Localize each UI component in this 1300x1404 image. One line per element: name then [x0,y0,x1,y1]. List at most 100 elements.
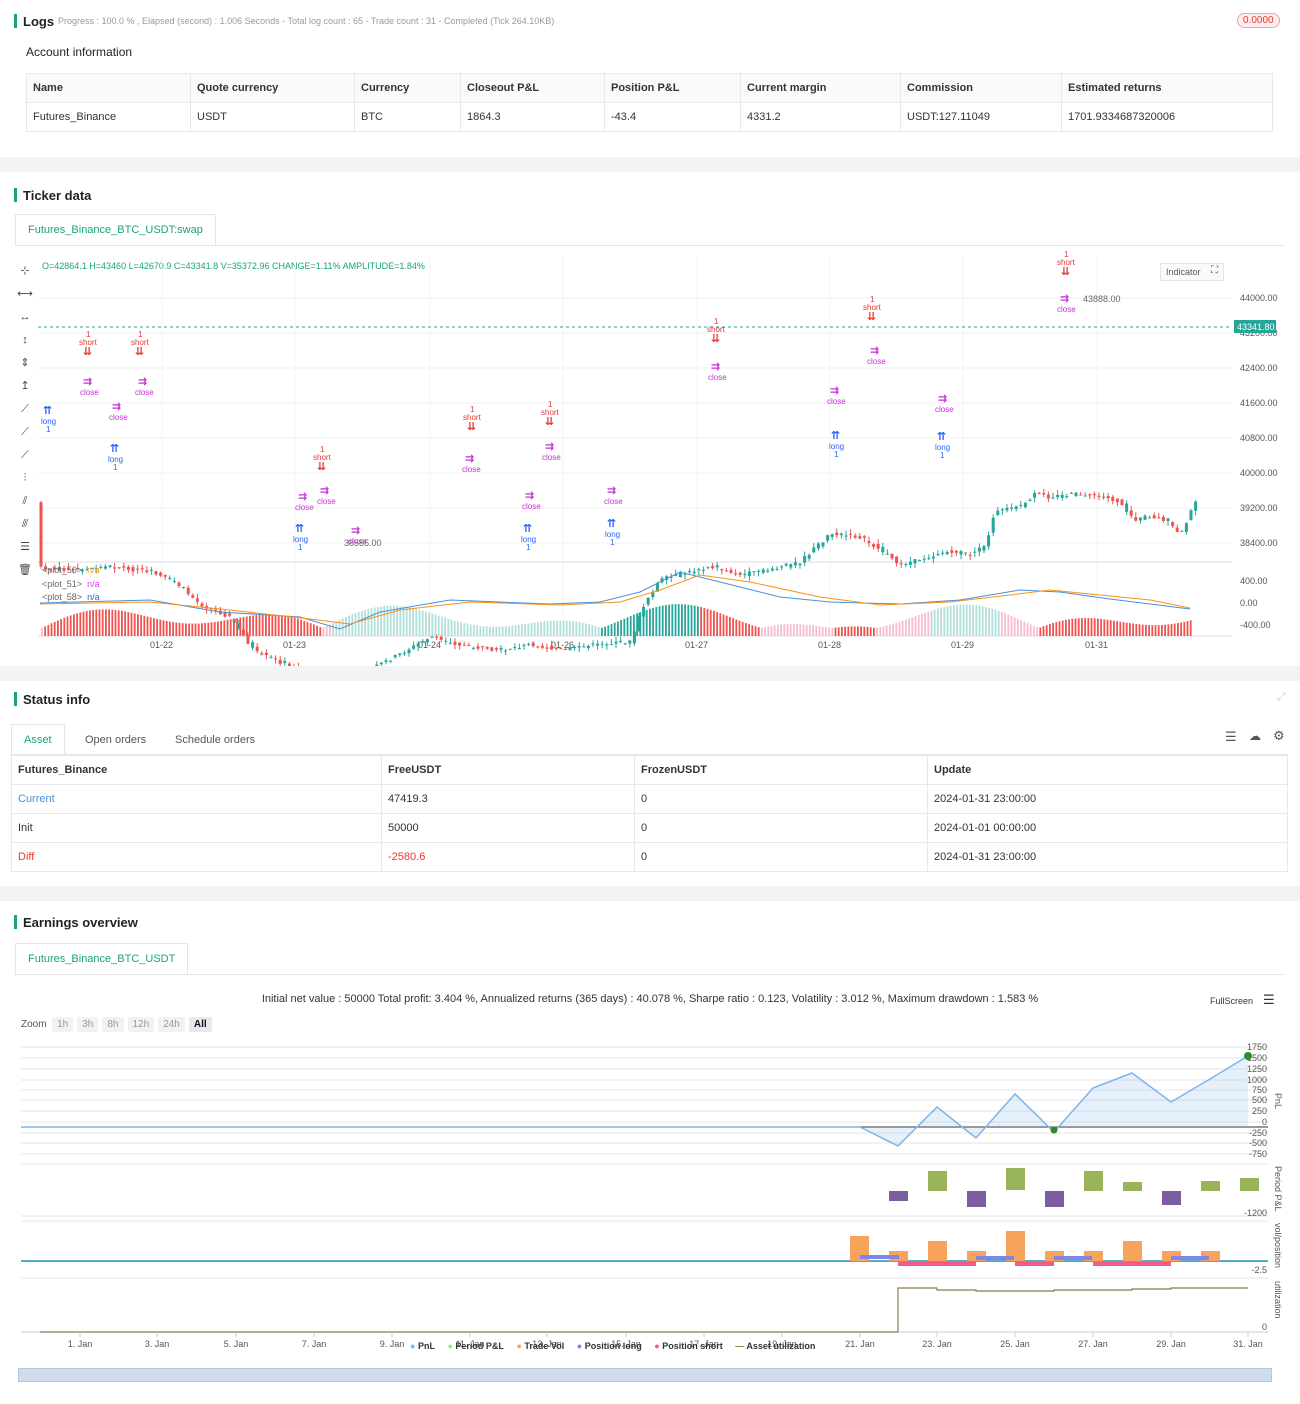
indicator-button[interactable]: Indicator ⛶ [1160,263,1224,281]
trend-line-icon[interactable]: ⟋ [21,403,29,415]
tab-asset[interactable]: Asset [11,724,65,756]
histogram-bar [777,624,779,636]
earnings-title: Earnings overview [23,915,138,930]
vertical-line-icon[interactable]: ↕ [22,334,28,346]
date-tick: 1. Jan [68,1339,93,1349]
histogram-bar [236,618,238,636]
earnings-legend: ● PnL ● Period P&L ● Trade Vol ● Positio… [410,1341,815,1351]
pnl-tick: 1250 [1247,1064,1267,1074]
candle-body [1051,497,1055,499]
candle-body [563,648,567,650]
zoom-1h-button[interactable]: 1h [52,1017,74,1032]
histogram-bar [1010,615,1013,636]
histogram-bar [258,614,261,636]
candle-body [545,647,549,649]
zoom-all-button[interactable]: All [188,1017,212,1032]
horizontal-line-icon[interactable]: ⟷ [17,288,33,300]
candle-body [908,561,912,565]
col-header: Update [927,755,1288,785]
histogram-bar [652,607,654,636]
close-label: close [604,497,623,506]
candle-body [1069,492,1073,494]
histogram-bar [415,608,418,636]
earnings-chart[interactable]: 17501500125010007505002500-250-500-750Pn… [0,901,1300,1404]
expand-icon[interactable]: ⛶ [1211,265,1218,276]
histogram-bar [1097,618,1099,636]
zoom-12h-button[interactable]: 12h [127,1017,155,1032]
short-arrow-icon: ⇊ [317,461,326,473]
tab-schedule-orders[interactable]: Schedule orders [175,734,256,746]
histogram-bar [511,625,514,636]
zoom-8h-button[interactable]: 8h [102,1017,124,1032]
horizontal-ray-icon[interactable]: ↔ [19,311,31,323]
close-arrow-icon: ⇉ [545,441,554,453]
histogram-bar [479,625,482,636]
position-short-bar [1093,1262,1171,1266]
zoom-24h-button[interactable]: 24h [158,1017,185,1032]
histogram-bar [1173,623,1176,636]
menu-icon[interactable]: ☰ [1263,992,1275,1007]
legend-item-pnl[interactable]: ● PnL [410,1341,435,1351]
crosshair-tool-icon[interactable]: ⊹ [20,265,30,277]
candle-body [103,566,107,569]
short-label: short [313,453,332,462]
candle-body [628,640,632,644]
candle-body [844,535,848,537]
price-line-icon[interactable]: ⫶ [23,472,27,484]
fullscreen-button[interactable]: FullScreen [1210,996,1254,1006]
fib-levels-icon[interactable]: ☰ [20,541,30,553]
delete-drawings-icon[interactable]: 🗑 [18,564,32,576]
fib-channel-icon[interactable]: ⫻ [21,518,29,530]
legend-item-asset-utilization[interactable]: — Asset utilization [735,1341,816,1351]
vertical-segment-icon[interactable]: ⇕ [20,357,30,369]
histogram-bar [997,610,1000,636]
list-icon[interactable]: ☰ [1225,729,1237,744]
candle-body [1152,515,1156,519]
tab-earnings-symbol[interactable]: Futures_Binance_BTC_USDT [15,943,189,975]
legend-item-position-short[interactable]: ● Position short [654,1341,723,1351]
candle-body [1166,518,1170,521]
extended-line-icon[interactable]: ⟋ [21,449,29,461]
candle-body [504,650,508,652]
histogram-bar [697,606,699,636]
histogram-bar [348,615,350,636]
settings-gear-icon[interactable]: ⚙ [1273,728,1285,743]
date-tick: 01-26 [551,640,574,650]
histogram-bar [1023,621,1026,636]
candle-body [1033,492,1037,498]
candle-body [770,568,774,571]
short-arrow-icon: ⇊ [135,346,144,358]
candle-body [862,536,866,538]
legend-item-period-pnl[interactable]: ● Period P&L [447,1341,504,1351]
vertical-ray-icon[interactable]: ↥ [20,380,30,392]
parallel-channel-icon[interactable]: ⫽ [22,495,28,507]
histogram-bar [578,622,581,636]
zoom-3h-button[interactable]: 3h [77,1017,99,1032]
ray-line-icon[interactable]: ⟋ [21,426,29,438]
candle-body [596,643,600,646]
candle-body [126,566,130,570]
histogram-bar [1074,618,1077,636]
histogram-bar [626,617,629,636]
candle-body [950,550,954,553]
status-card: Status info ⤢ Asset Open orders Schedule… [0,681,1300,886]
histogram-bar [1151,625,1154,636]
histogram-bar [921,613,923,636]
cell: 47419.3 [381,784,635,814]
date-tick: 7. Jan [302,1339,327,1349]
candlestick-chart[interactable]: 44000.0043200.0042400.0041600.0040800.00… [0,172,1300,666]
legend-item-position-long[interactable]: ● Position long [576,1341,642,1351]
period-pnl-bar [1240,1178,1259,1191]
histogram-bar [63,617,66,636]
legend-item-trade-vol[interactable]: ● Trade Vol [516,1341,565,1351]
histogram-bar [1061,620,1064,636]
price-tick: 39200.00 [1240,503,1278,513]
histogram-bar [489,626,491,636]
cloud-download-icon[interactable]: ☁ [1249,729,1261,743]
histogram-bar [383,606,386,636]
navigator-scrollbar[interactable] [18,1368,1272,1382]
close-label: close [317,497,336,506]
collapse-icon[interactable]: ⤢ [1277,691,1286,703]
tab-open-orders[interactable]: Open orders [85,734,147,746]
histogram-bar [927,611,930,636]
